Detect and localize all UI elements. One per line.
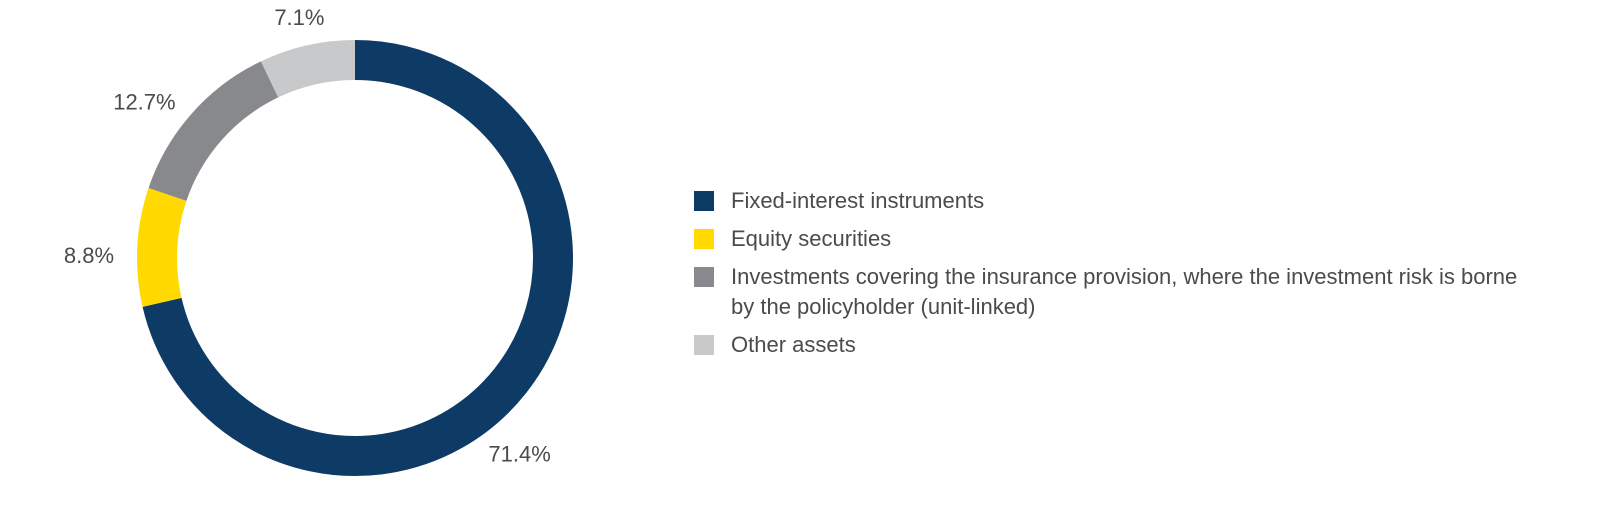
slice-percent-label: 12.7%	[113, 90, 175, 115]
donut-chart: 71.4% 8.8% 12.7% 7.1%	[64, 5, 573, 476]
legend-swatch	[694, 267, 714, 287]
legend-label: Other assets	[731, 332, 856, 357]
slice-percent-label: 8.8%	[64, 243, 114, 268]
legend-label: Equity securities	[731, 226, 892, 251]
donut-slice	[148, 61, 279, 202]
legend-swatch	[694, 335, 714, 355]
donut-slice	[260, 40, 356, 98]
legend-swatch	[694, 191, 714, 211]
legend-swatch	[694, 229, 714, 249]
legend-label: Investments covering the insurance provi…	[731, 264, 1518, 319]
legend-label: Fixed-interest instruments	[731, 188, 985, 213]
chart-legend: Fixed-interest instruments Equity securit…	[694, 186, 1531, 360]
legend-item: Investments covering the insurance provi…	[694, 262, 1531, 322]
legend-item: Other assets	[694, 330, 1531, 360]
slice-percent-label: 71.4%	[488, 442, 550, 467]
donut-slice	[137, 188, 187, 307]
donut-slice	[142, 40, 573, 476]
legend-item: Equity securities	[694, 224, 1531, 254]
legend-item: Fixed-interest instruments	[694, 186, 1531, 216]
slice-percent-label: 7.1%	[274, 5, 324, 30]
